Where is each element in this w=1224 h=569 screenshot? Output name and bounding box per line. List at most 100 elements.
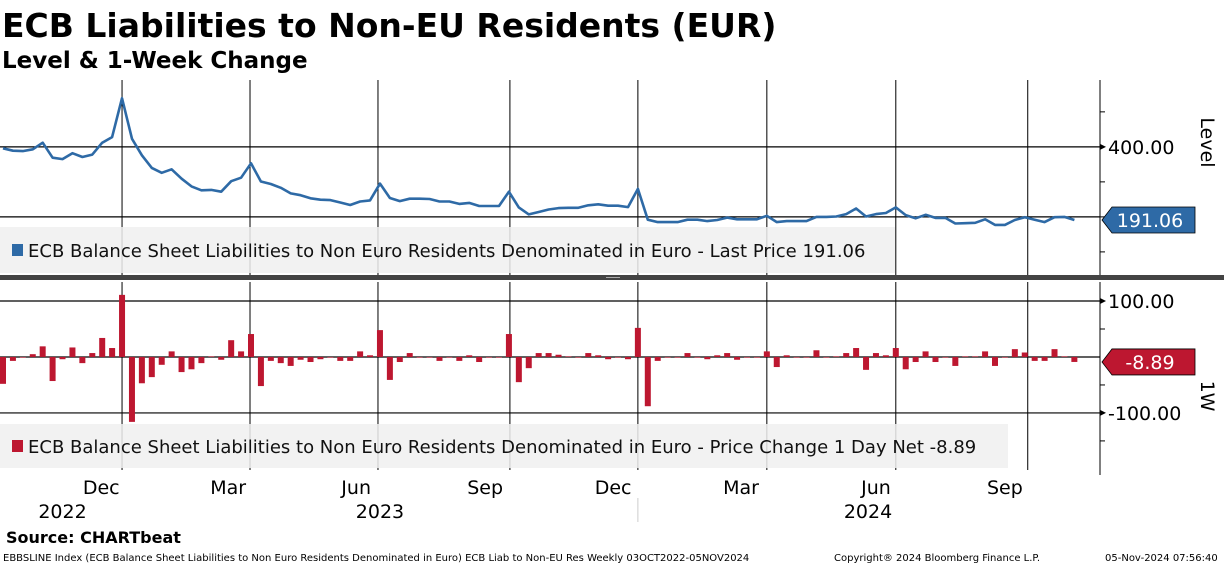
change-bar: [982, 351, 988, 357]
change-bar: [377, 330, 383, 357]
x-month-label: Sep: [467, 477, 503, 499]
change-bar: [684, 353, 690, 357]
change-bar: [962, 356, 968, 357]
x-month-label: Dec: [595, 477, 632, 499]
change-bar: [794, 357, 800, 358]
change-bar: [506, 334, 512, 357]
chart-subtitle: Level & 1-Week Change: [2, 48, 308, 74]
change-bar: [149, 357, 155, 377]
change-bar: [129, 357, 135, 422]
change-bar: [774, 357, 780, 367]
change-bar: [585, 353, 591, 357]
legend-swatch-icon: [12, 244, 23, 256]
change-bar: [0, 357, 6, 384]
change-bar: [516, 357, 522, 382]
x-year-label: 2022: [38, 501, 86, 523]
change-bar: [317, 357, 323, 359]
change-bar: [823, 357, 829, 358]
change-bar: [665, 357, 671, 358]
change-bar: [972, 356, 978, 357]
change-bar: [476, 357, 482, 362]
change-bar: [913, 357, 919, 362]
change-bar: [446, 357, 452, 358]
change-bar: [188, 357, 194, 369]
change-bar: [417, 357, 423, 358]
change-bar: [1042, 357, 1048, 361]
x-month-label: Jun: [860, 477, 891, 499]
change-bar: [893, 348, 899, 357]
chart-title: ECB Liabilities to Non-EU Residents (EUR…: [2, 6, 776, 45]
change-bar: [1002, 357, 1008, 358]
change-bar: [486, 357, 492, 358]
change-bar: [367, 355, 373, 357]
change-bar: [60, 357, 66, 359]
change-bar: [228, 340, 234, 357]
x-month-label: Mar: [723, 477, 759, 499]
change-bar: [575, 357, 581, 358]
change-bar: [675, 357, 681, 358]
change-bar: [139, 357, 145, 383]
change-bar: [238, 351, 244, 357]
change-bar: [764, 351, 770, 357]
change-bar: [694, 357, 700, 358]
change-bar: [804, 357, 810, 358]
change-bar: [615, 357, 621, 358]
change-bar: [10, 357, 16, 361]
change-bar: [218, 357, 224, 360]
change-bar: [268, 357, 274, 361]
footer-timestamp: 05-Nov-2024 07:56:40: [1105, 553, 1218, 564]
change-bar: [456, 357, 462, 361]
change-bar: [923, 351, 929, 357]
change-bar: [347, 357, 353, 361]
change-bar: [89, 353, 95, 357]
change-bar: [704, 357, 710, 359]
change-bar: [853, 348, 859, 357]
change-bar: [645, 357, 651, 406]
change-bar: [427, 357, 433, 358]
change-bar: [724, 353, 730, 357]
level-panel: 400.00 Level ECB Balance Sheet Liabilities…: [0, 80, 1218, 275]
change-bar: [496, 357, 502, 358]
change-bar: [595, 355, 601, 357]
change-bar: [744, 357, 750, 358]
change-bar: [30, 354, 36, 357]
change-bar: [298, 357, 304, 360]
change-bar: [942, 357, 948, 358]
y-tick-label: 400.00: [1108, 137, 1174, 159]
change-bar: [932, 357, 938, 362]
change-bar: [843, 353, 849, 357]
change-bar: [714, 355, 720, 357]
change-bar: [903, 357, 909, 369]
source-label: Source: CHARTbeat: [6, 528, 181, 547]
tick-arrow-icon: [1100, 298, 1106, 304]
change-bar: [565, 356, 571, 357]
change-bar: [466, 355, 472, 357]
change-bar: [625, 357, 631, 359]
change-bar: [337, 357, 343, 361]
legend-label: ECB Balance Sheet Liabilities to Non Eur…: [28, 437, 976, 458]
change-bar: [784, 355, 790, 357]
tick-arrow-icon: [1100, 410, 1106, 416]
change-bar: [952, 357, 958, 366]
legend-label: ECB Balance Sheet Liabilities to Non Eur…: [28, 241, 865, 262]
change-bar: [387, 357, 393, 380]
footer-description: EBBSLINE Index (ECB Balance Sheet Liabil…: [3, 553, 749, 564]
change-bar: [992, 357, 998, 366]
change-bar: [655, 357, 661, 361]
y-tick-label: -100.00: [1108, 403, 1181, 425]
change-bar: [357, 351, 363, 357]
change-bar: [208, 356, 214, 357]
change-bar: [198, 357, 204, 363]
x-year-label: 2024: [844, 501, 892, 523]
x-month-label: Mar: [210, 477, 246, 499]
change-bar: [169, 351, 175, 357]
change-bar: [546, 353, 552, 357]
change-bar: [1061, 356, 1067, 357]
y-axis-title: Level: [1196, 117, 1218, 167]
tick-arrow-icon: [1100, 144, 1106, 150]
change-bar: [635, 328, 641, 357]
change-bar: [119, 295, 125, 357]
change-bar: [278, 357, 284, 363]
change-bar: [813, 350, 819, 357]
